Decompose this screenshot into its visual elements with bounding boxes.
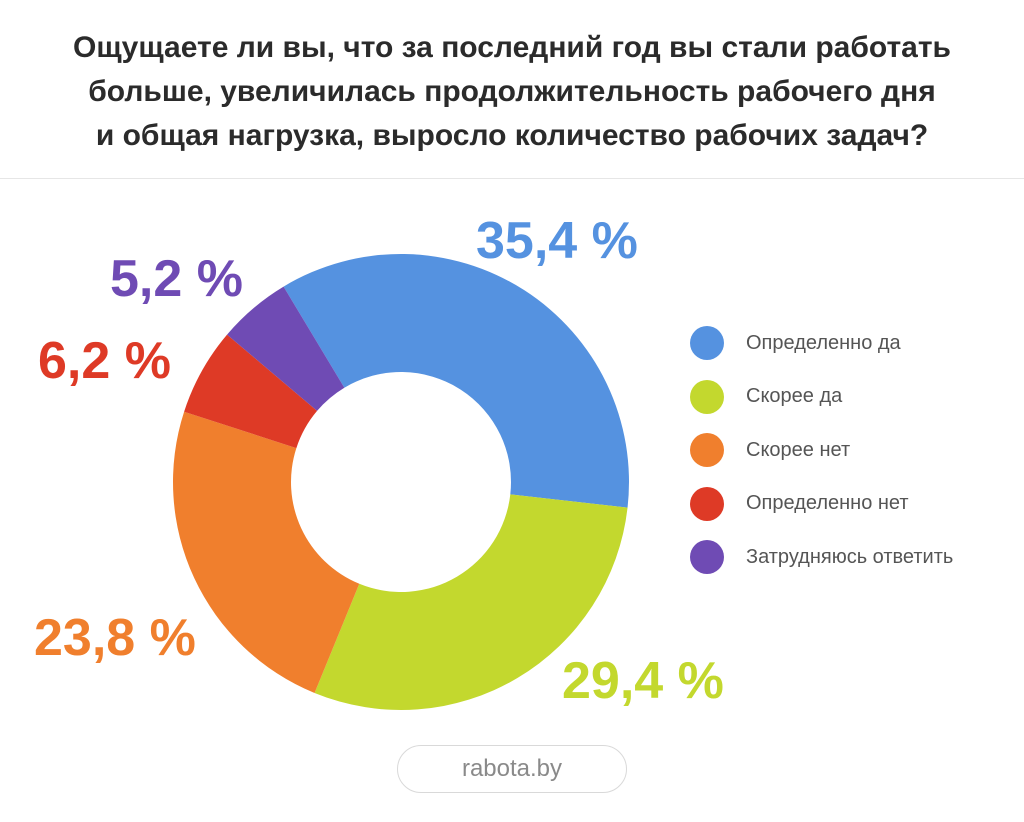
legend-item-definitely-yes: Определенно да: [690, 325, 953, 361]
legend-swatch-rather-yes: [690, 379, 724, 414]
legend-swatch-definitely-yes: [690, 326, 724, 360]
title-line-2: больше, увеличилась продолжительность ра…: [88, 75, 936, 108]
slice-rather-yes: [314, 494, 628, 710]
legend-label-definitely-yes: Определенно да: [746, 331, 901, 354]
slice-definitely-yes: [283, 254, 629, 508]
title-divider: [0, 178, 1024, 179]
legend-item-definitely-no: Определенно нет: [690, 486, 953, 522]
legend-item-rather-no: Скорее нет: [690, 432, 953, 468]
legend-label-rather-yes: Скорее да: [746, 385, 843, 407]
slice-hard-to-say: [227, 286, 345, 411]
legend-label-rather-no: Скорее нет: [746, 438, 851, 461]
legend-label-definitely-no: Определенно нет: [746, 492, 909, 514]
title-line-3: и общая нагрузка, выросло количество раб…: [95, 119, 929, 152]
legend-label-hard-to-say: Затрудняюсь ответить: [746, 545, 954, 568]
value-label-definitely-no: 6,2 %: [38, 332, 171, 390]
title-line-1: Ощущаете ли вы, что за последний год вы …: [73, 31, 951, 64]
legend-swatch-rather-no: [690, 433, 724, 467]
value-label-rather-yes: 29,4 %: [562, 652, 724, 710]
legend-swatch-hard-to-say: [690, 540, 724, 574]
chart-title: Ощущаете ли вы, что за последний год вы …: [0, 26, 1024, 158]
legend-item-rather-yes: Скорее да: [690, 379, 953, 415]
slice-definitely-no: [184, 334, 318, 449]
value-label-definitely-yes: 35,4 %: [476, 212, 638, 270]
value-label-rather-no: 23,8 %: [34, 609, 196, 667]
source-link[interactable]: rabota.by: [397, 745, 627, 793]
legend-item-hard-to-say: Затрудняюсь ответить: [690, 539, 953, 575]
legend-swatch-definitely-no: [690, 486, 724, 521]
legend: Определенно да Скорее да Скорее нет Опре…: [690, 325, 953, 593]
value-label-hard-to-say: 5,2 %: [110, 250, 243, 308]
slice-rather-no: [173, 411, 360, 693]
